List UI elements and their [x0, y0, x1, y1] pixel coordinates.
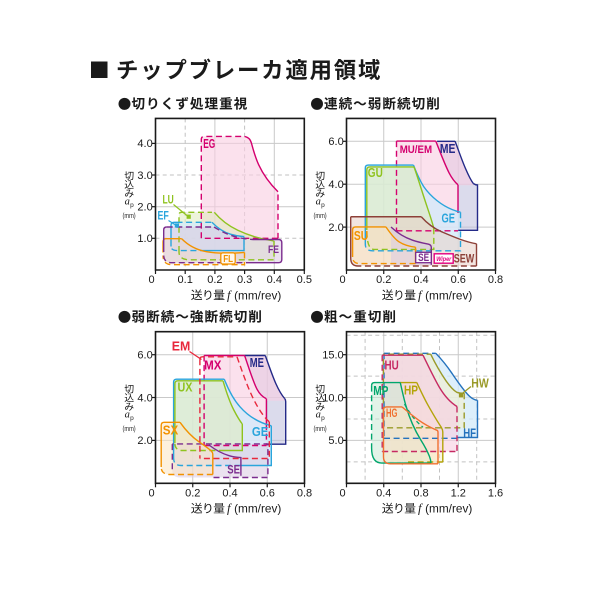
svg-text:p: p [321, 415, 325, 422]
svg-text:0.1: 0.1 [178, 274, 193, 286]
svg-text:Wiper: Wiper [436, 256, 451, 263]
svg-text:f: f [418, 502, 423, 516]
svg-text:ME: ME [440, 142, 456, 156]
svg-text:UX: UX [178, 381, 194, 395]
svg-text:a: a [125, 410, 130, 421]
svg-text:f: f [227, 288, 232, 302]
svg-text:p: p [321, 202, 325, 209]
svg-text:LU: LU [163, 195, 174, 207]
svg-text:f: f [227, 502, 232, 516]
svg-text:15.0: 15.0 [322, 350, 343, 362]
svg-text:1.0: 1.0 [137, 233, 152, 245]
svg-text:GE: GE [442, 211, 456, 225]
svg-text:0.4: 0.4 [222, 488, 237, 500]
svg-text:4.0: 4.0 [137, 138, 152, 150]
svg-text:SX: SX [163, 423, 179, 437]
svg-text:3.0: 3.0 [137, 170, 152, 182]
svg-text:2.0: 2.0 [328, 222, 343, 234]
svg-text:GE: GE [252, 425, 269, 439]
svg-text:EF: EF [158, 211, 169, 223]
svg-text:p: p [130, 415, 134, 422]
svg-text:(mm/rev): (mm/rev) [425, 502, 472, 516]
svg-text:4.0: 4.0 [328, 179, 343, 191]
svg-text:1.6: 1.6 [488, 488, 503, 500]
svg-text:a: a [316, 410, 321, 421]
svg-text:0.8: 0.8 [297, 488, 312, 500]
svg-text:4.0: 4.0 [137, 392, 152, 404]
svg-text:SEW: SEW [454, 251, 475, 265]
svg-text:0.8: 0.8 [413, 488, 428, 500]
svg-text:0.3: 0.3 [237, 274, 252, 286]
svg-text:MU/EM: MU/EM [400, 144, 432, 156]
svg-text:0: 0 [148, 488, 154, 500]
svg-text:2.0: 2.0 [137, 435, 152, 447]
svg-text:FL: FL [223, 253, 233, 265]
svg-text:0.2: 0.2 [185, 488, 200, 500]
svg-text:0.2: 0.2 [376, 274, 391, 286]
svg-text:SU: SU [354, 229, 368, 243]
svg-text:(mm): (mm) [123, 211, 137, 220]
svg-text:0.2: 0.2 [207, 274, 222, 286]
svg-text:10.0: 10.0 [322, 392, 343, 404]
svg-text:EM: EM [172, 339, 191, 353]
svg-text:0.5: 0.5 [297, 274, 312, 286]
svg-text:MX: MX [204, 359, 222, 373]
svg-text:5.0: 5.0 [328, 435, 343, 447]
svg-text:1.2: 1.2 [451, 488, 466, 500]
svg-text:0: 0 [339, 488, 345, 500]
svg-text:0: 0 [339, 274, 345, 286]
svg-text:0.4: 0.4 [376, 488, 391, 500]
svg-text:HF: HF [463, 426, 476, 440]
svg-text:GU: GU [368, 166, 383, 180]
svg-text:SE: SE [227, 462, 240, 476]
svg-text:(mm): (mm) [314, 424, 328, 433]
svg-text:0.6: 0.6 [260, 488, 275, 500]
svg-text:a: a [316, 197, 321, 208]
svg-text:(mm/rev): (mm/rev) [234, 502, 281, 516]
svg-text:SE: SE [418, 252, 429, 264]
svg-text:6.0: 6.0 [137, 350, 152, 362]
svg-text:FE: FE [268, 244, 279, 256]
svg-text:HU: HU [385, 358, 399, 372]
svg-text:(mm): (mm) [314, 211, 328, 220]
svg-text:HP: HP [404, 384, 418, 398]
svg-text:(mm): (mm) [123, 424, 137, 433]
svg-text:p: p [130, 202, 134, 209]
svg-text:0: 0 [148, 274, 154, 286]
svg-text:f: f [418, 288, 423, 302]
svg-text:0.6: 0.6 [451, 274, 466, 286]
svg-text:2.0: 2.0 [137, 202, 152, 214]
svg-text:EG: EG [203, 136, 215, 151]
svg-text:HG: HG [386, 408, 397, 420]
svg-text:(mm/rev): (mm/rev) [425, 288, 472, 302]
svg-text:0.4: 0.4 [413, 274, 428, 286]
svg-text:a: a [125, 197, 130, 208]
svg-text:(mm/rev): (mm/rev) [234, 288, 281, 302]
svg-text:MP: MP [373, 384, 388, 398]
svg-text:0.4: 0.4 [267, 274, 282, 286]
svg-text:6.0: 6.0 [328, 136, 343, 148]
svg-text:ME: ME [250, 356, 264, 370]
svg-text:HW: HW [471, 376, 489, 390]
svg-text:0.8: 0.8 [488, 274, 503, 286]
